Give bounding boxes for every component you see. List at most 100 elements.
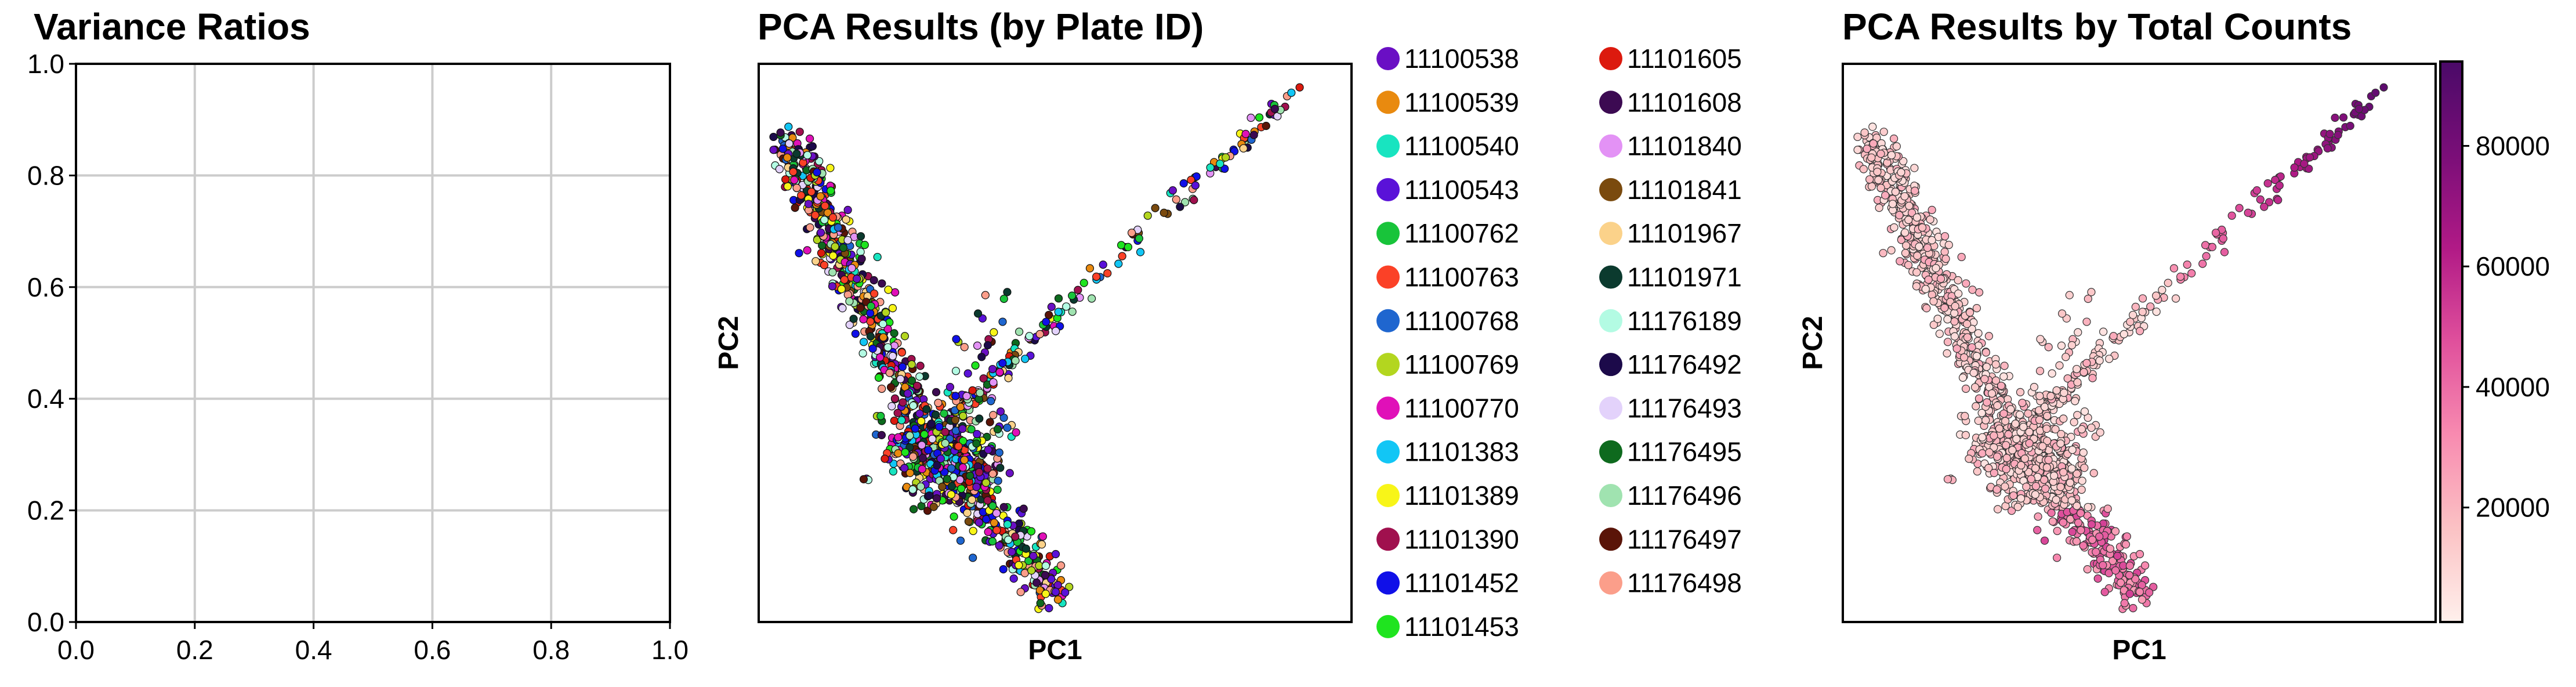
pca-point — [981, 478, 990, 487]
colorbar-tick-label: 60000 — [2476, 251, 2550, 281]
legend-label: 11100769 — [1404, 349, 1519, 379]
count-point — [2027, 475, 2035, 483]
pca-point — [941, 428, 950, 436]
pca-point — [1103, 269, 1112, 278]
count-point — [2048, 369, 2056, 378]
pca-point — [859, 475, 868, 484]
count-point — [2135, 549, 2144, 559]
pca-point — [1247, 113, 1255, 122]
pca-point — [1003, 424, 1012, 432]
pca-point — [856, 232, 865, 241]
pca-point — [1045, 310, 1053, 319]
count-point — [1911, 186, 1919, 195]
pca-point — [927, 420, 936, 428]
pca-point — [888, 352, 897, 360]
pca-point — [983, 464, 992, 473]
count-point — [2084, 294, 2092, 303]
pca-point — [831, 242, 839, 251]
pca-point — [960, 455, 969, 464]
count-point — [2135, 587, 2144, 596]
pca-point — [1056, 561, 1066, 570]
legend-label: 11101608 — [1627, 87, 1742, 117]
count-point — [1973, 467, 1981, 476]
pca-point — [1041, 571, 1050, 580]
count-point — [2041, 403, 2049, 411]
pca-point — [828, 213, 838, 222]
pca-point — [818, 241, 827, 250]
count-point — [2171, 294, 2180, 303]
count-point — [1974, 329, 1983, 338]
pca-point — [1127, 229, 1136, 237]
count-point — [2066, 478, 2074, 487]
pca-point — [943, 475, 951, 483]
pca-point — [849, 314, 858, 323]
count-point — [1860, 128, 1869, 137]
count-point — [1958, 373, 1968, 382]
count-point — [2093, 574, 2102, 583]
count-point — [1999, 372, 2008, 381]
count-point — [2031, 464, 2040, 473]
legend-label: 11101840 — [1627, 131, 1742, 161]
count-point — [1968, 285, 1977, 294]
pca-point — [1019, 504, 1028, 513]
count-point — [2111, 566, 2120, 575]
legend-marker — [1376, 91, 1400, 114]
count-point — [2136, 327, 2144, 335]
legend-label: 11100763 — [1404, 262, 1519, 292]
legend-entry: 11101390 — [1376, 524, 1519, 554]
count-point — [2009, 491, 2018, 500]
count-point — [2252, 186, 2261, 195]
pca-point — [908, 485, 917, 494]
count-point — [1984, 464, 1993, 472]
pca-point — [811, 211, 820, 219]
pca-point — [1270, 104, 1279, 113]
pca-point — [859, 315, 868, 324]
count-point — [2208, 243, 2217, 251]
count-point — [1887, 151, 1896, 160]
count-point — [2275, 181, 2284, 190]
pca-point — [1262, 121, 1270, 131]
pca-point — [826, 164, 835, 172]
count-point — [2120, 599, 2129, 608]
legend-marker — [1376, 527, 1400, 551]
pca-plate-points — [769, 83, 1304, 613]
pca-point — [1042, 317, 1050, 326]
pca-point — [890, 288, 900, 297]
pca-point — [1041, 561, 1050, 570]
count-point — [2176, 272, 2185, 281]
pca-plate-frame — [758, 63, 1353, 623]
pca-point — [1035, 330, 1044, 338]
x-tick-label: 0.6 — [414, 635, 451, 665]
count-point — [2152, 291, 2161, 300]
pca-point — [984, 527, 992, 536]
count-point — [1912, 282, 1921, 291]
legend-marker — [1599, 91, 1622, 114]
pca-point — [900, 464, 909, 472]
pca-plate-xlabel: PC1 — [1028, 635, 1082, 666]
legend-marker — [1599, 396, 1622, 420]
count-point — [1879, 249, 1887, 258]
count-point — [1966, 308, 1974, 317]
variance-ratios-title: Variance Ratios — [34, 6, 310, 48]
count-point — [2079, 448, 2088, 457]
pca-point — [847, 264, 856, 273]
count-point — [2053, 526, 2061, 536]
pca-point — [1180, 198, 1190, 207]
variance-ratios-grid — [75, 63, 671, 623]
legend-marker — [1376, 571, 1400, 595]
pca-point — [1021, 355, 1030, 363]
pca-point — [1114, 259, 1123, 268]
legend-marker — [1376, 178, 1400, 201]
count-point — [1941, 254, 1950, 263]
count-point — [2070, 418, 2078, 426]
count-point — [2063, 374, 2072, 383]
count-point — [2050, 471, 2059, 480]
count-point — [2083, 565, 2092, 574]
count-point — [2158, 285, 2166, 294]
pca-point — [1206, 163, 1215, 172]
count-point — [2073, 469, 2081, 478]
pca-point — [950, 512, 958, 521]
pca-point — [817, 228, 825, 237]
pca-point — [827, 186, 835, 195]
pca-point — [829, 251, 838, 260]
